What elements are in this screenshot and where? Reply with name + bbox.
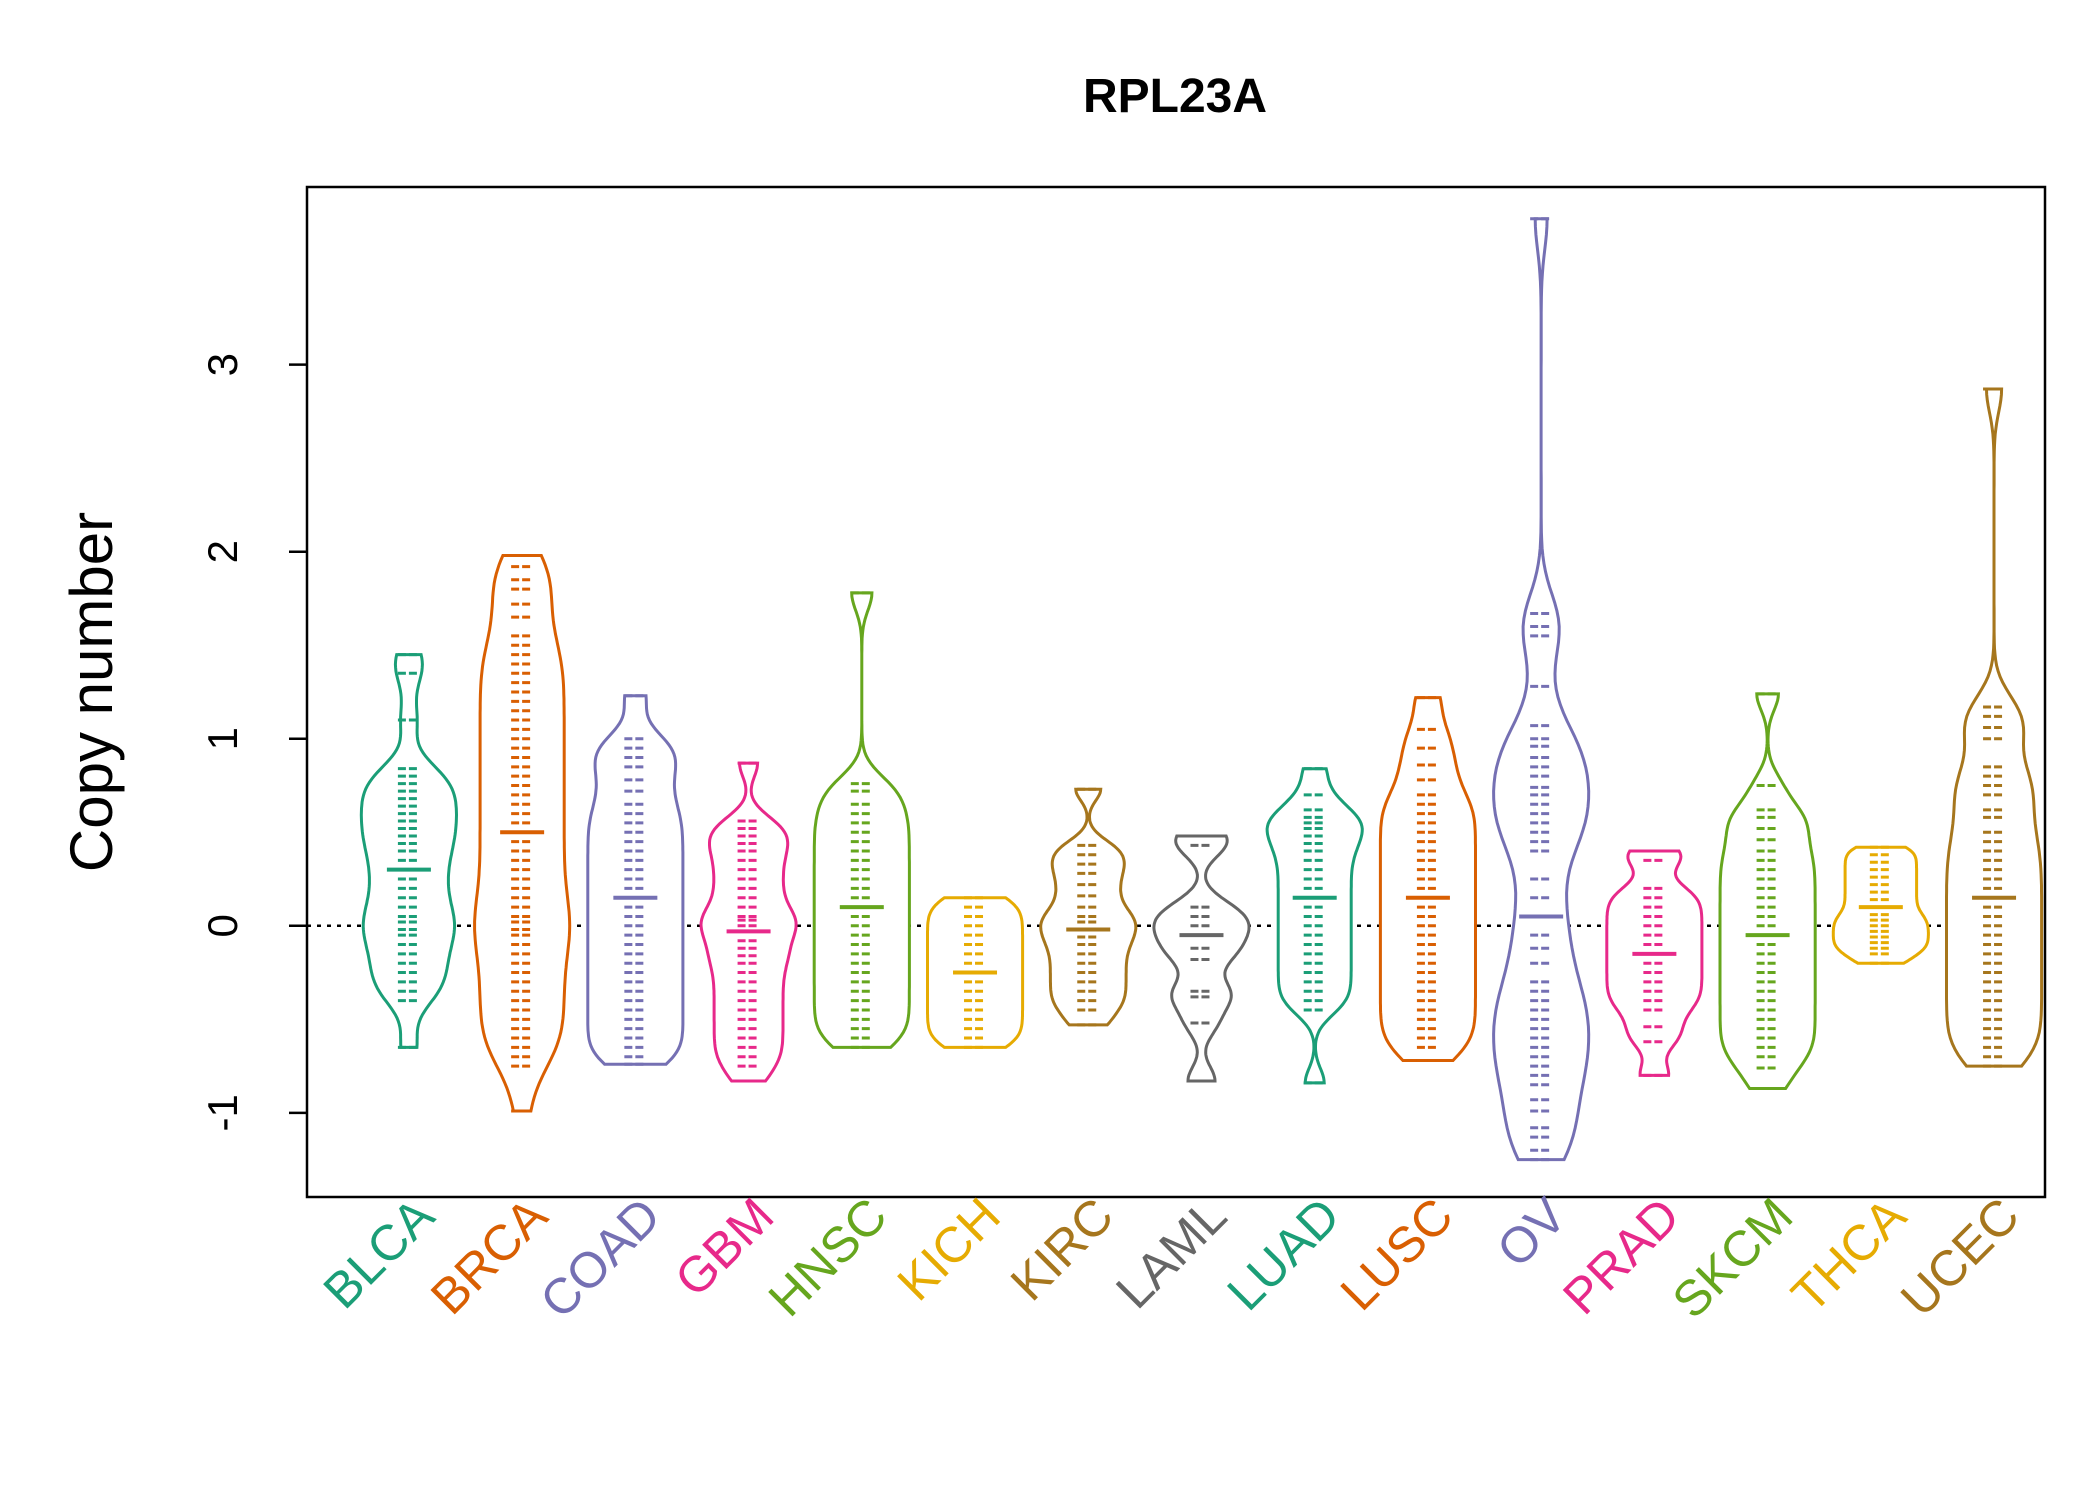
bean-outline [359, 653, 459, 1049]
bean-prad [1605, 849, 1704, 1077]
x-tick-label-skcm: SKCM [1662, 1187, 1804, 1329]
bean-outline [586, 694, 685, 1066]
bean-luad [1265, 767, 1364, 1085]
bean-outline [812, 591, 911, 1049]
x-tick-label-ucec: UCEC [1890, 1187, 2030, 1327]
x-tick-label-thca: THCA [1781, 1187, 1917, 1323]
bean-outline [699, 761, 798, 1083]
bean-kich [926, 896, 1025, 1049]
x-tick-label-blca: BLCA [313, 1187, 445, 1319]
bean-ucec [1945, 387, 2044, 1068]
y-tick-label: 3 [199, 353, 246, 376]
x-tick-label-kich: KICH [887, 1187, 1011, 1311]
y-axis-label: Copy number [58, 512, 125, 872]
bean-coad [586, 694, 685, 1066]
bean-hnsc [812, 591, 911, 1049]
bean-laml [1152, 834, 1251, 1083]
bean-ov [1492, 217, 1591, 1162]
bean-outline [1152, 834, 1251, 1083]
bean-outline [1039, 787, 1138, 1027]
x-tick-label-prad: PRAD [1552, 1187, 1690, 1325]
y-tick-label: 0 [199, 914, 246, 937]
y-tick-label: 2 [199, 540, 246, 563]
bean-gbm [699, 761, 798, 1083]
plot-frame [305, 185, 2047, 1199]
bean-skcm [1718, 692, 1817, 1091]
x-tick-label-lusc: LUSC [1330, 1187, 1464, 1321]
bean-outline [1265, 767, 1364, 1085]
x-tick-label-kirc: KIRC [1000, 1187, 1124, 1311]
chart-title: RPL23A [1083, 70, 1267, 123]
y-tick-label: -1 [199, 1094, 246, 1131]
bean-outline [1605, 849, 1704, 1077]
x-tick-label-hnsc: HNSC [758, 1187, 898, 1327]
x-tick-label-ov: OV [1486, 1187, 1577, 1278]
bean-brca [473, 553, 572, 1113]
x-tick-label-coad: COAD [529, 1187, 671, 1329]
plot-area: -10123BLCABRCACOADGBMHNSCKICHKIRCLAMLLUA… [199, 185, 2047, 1329]
bean-lusc [1378, 696, 1477, 1062]
bean-kirc [1039, 787, 1138, 1027]
bean-blca [359, 653, 459, 1049]
x-tick-label-laml: LAML [1105, 1187, 1237, 1319]
x-tick-label-brca: BRCA [420, 1187, 558, 1325]
y-tick-label: 1 [199, 727, 246, 750]
bean-thca [1831, 845, 1930, 965]
x-tick-label-luad: LUAD [1217, 1187, 1351, 1321]
